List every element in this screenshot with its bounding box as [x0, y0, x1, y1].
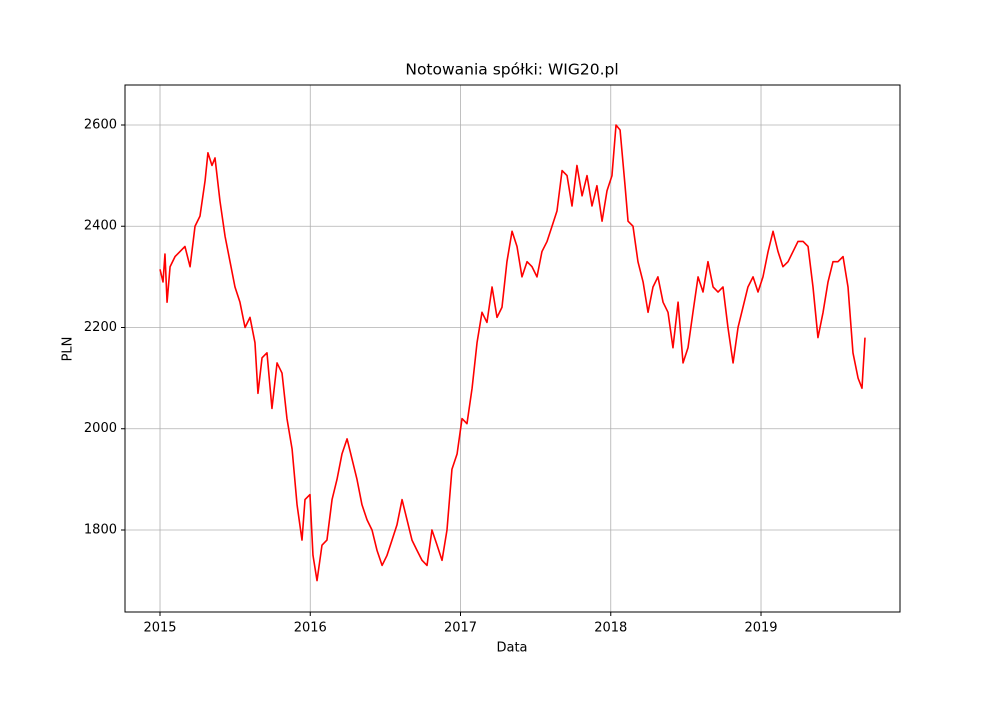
- y-tick-label: 2600: [84, 117, 117, 132]
- x-tick-label: 2018: [594, 621, 627, 636]
- plot-frame: [124, 84, 901, 613]
- chart-title: Notowania spółki: WIG20.pl: [405, 61, 618, 79]
- y-tick-label: 2400: [84, 219, 117, 234]
- y-tick-label: 1800: [84, 522, 117, 537]
- y-tick-label: 2000: [84, 421, 117, 436]
- data-line: [159, 124, 866, 582]
- y-tick-label: 2200: [84, 320, 117, 335]
- x-axis-label: Data: [496, 641, 527, 656]
- x-tick-label: 2017: [444, 621, 477, 636]
- y-axis-label: PLN: [61, 337, 76, 362]
- x-tick-label: 2019: [744, 621, 777, 636]
- x-tick-label: 2015: [143, 621, 176, 636]
- x-tick-label: 2016: [294, 621, 327, 636]
